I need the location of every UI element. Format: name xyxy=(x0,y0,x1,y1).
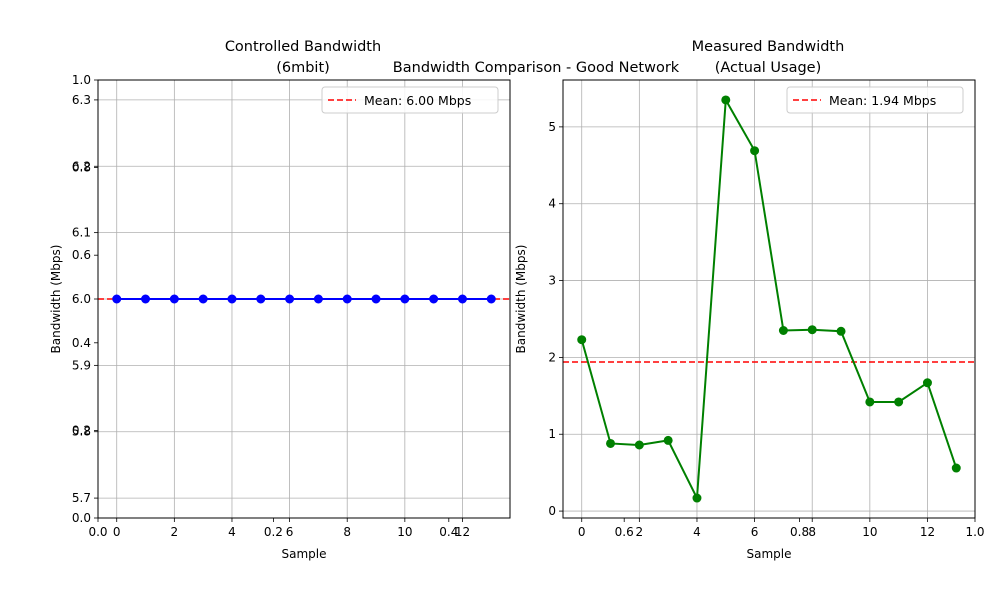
data-point xyxy=(198,294,208,304)
grid xyxy=(563,80,975,518)
overlay-y-tick-label: 0.2 xyxy=(72,423,91,437)
data-point xyxy=(894,397,904,407)
x-tick-label: 2 xyxy=(636,525,644,539)
data-point xyxy=(342,294,352,304)
data-point xyxy=(141,294,151,304)
y-tick-label: 1 xyxy=(548,427,556,441)
overlay-x-tick-label: 0.6 xyxy=(615,525,634,539)
y-tick-label: 6.2 xyxy=(72,159,91,173)
data-point xyxy=(922,378,932,388)
data-point xyxy=(692,493,702,503)
data-point xyxy=(457,294,467,304)
data-point xyxy=(285,294,295,304)
overlay-y-tick-label: 1.0 xyxy=(72,73,91,87)
legend-frame xyxy=(786,86,964,114)
data-point xyxy=(721,95,731,105)
x-tick-label: 2 xyxy=(171,525,179,539)
data-point xyxy=(865,397,875,407)
y-tick-label: 2 xyxy=(548,350,556,364)
x-axis-label: Sample xyxy=(282,547,327,561)
overlay-x-tick-label: 0.0 xyxy=(88,525,107,539)
axes-frame xyxy=(562,79,976,519)
x-tick-label: 4 xyxy=(693,525,701,539)
overlay-x-tick-label: 0.2 xyxy=(264,525,283,539)
overlay-x-tick-label: 1.0 xyxy=(965,525,984,539)
overlay-x-tick-label: 0.4 xyxy=(439,525,458,539)
chart-title-line: Measured Bandwidth xyxy=(692,39,845,55)
axes-frame xyxy=(97,79,511,519)
data-point xyxy=(112,294,122,304)
x-tick-label: 4 xyxy=(228,525,236,539)
data-point xyxy=(400,294,410,304)
overlay-y-tick-label: 0.6 xyxy=(72,248,91,262)
y-tick-label: 0 xyxy=(548,504,556,518)
legend: Mean: 6.00 Mbps xyxy=(321,86,499,114)
overlay-y-tick-label: 0.8 xyxy=(72,161,91,175)
data-point xyxy=(606,438,616,448)
data-point xyxy=(663,435,673,445)
overlay-y-tick-label: 0.0 xyxy=(72,511,91,525)
y-axis-label: Bandwidth (Mbps) xyxy=(514,245,528,354)
data-point xyxy=(227,294,237,304)
overlay-y-tick-label: 0.4 xyxy=(72,336,91,350)
x-axis-label: Sample xyxy=(747,547,792,561)
data-point xyxy=(750,146,760,156)
x-tick-label: 12 xyxy=(920,525,935,539)
data-point xyxy=(577,335,587,345)
data-point xyxy=(634,440,644,450)
x-tick-label: 10 xyxy=(397,525,412,539)
data-point xyxy=(836,326,846,336)
data-point xyxy=(256,294,266,304)
legend-frame xyxy=(321,86,499,114)
legend-label: Mean: 1.94 Mbps xyxy=(829,93,936,108)
legend: Mean: 1.94 Mbps xyxy=(786,86,964,114)
x-tick-label: 8 xyxy=(343,525,351,539)
figure-axes-overlay: 0.0 0.2 0.4 0.6 0.8 1.0 0.0 0.2 0.4 0.6 0.8 1.0 xyxy=(72,73,985,539)
chart-title-line: (Actual Usage) xyxy=(715,60,822,76)
x-tick-label: 0 xyxy=(578,525,586,539)
y-tick-label: 5.9 xyxy=(72,358,91,372)
x-tick-label: 10 xyxy=(862,525,877,539)
x-tick-label: 8 xyxy=(808,525,816,539)
y-tick-label: 3 xyxy=(548,274,556,288)
x-tick-label: 6 xyxy=(751,525,759,539)
y-tick-label: 5.8 xyxy=(72,425,91,439)
y-tick-label: 6.0 xyxy=(72,292,91,306)
y-tick-label: 5.7 xyxy=(72,491,91,505)
x-tick-label: 12 xyxy=(455,525,470,539)
series-line xyxy=(580,96,958,502)
data-point xyxy=(371,294,381,304)
chart-title-line: Controlled Bandwidth xyxy=(225,39,381,55)
y-tick-label: 5 xyxy=(548,120,556,134)
data-point xyxy=(951,463,961,473)
x-tick-label: 6 xyxy=(286,525,294,539)
data-point xyxy=(807,325,817,335)
data-point xyxy=(313,294,323,304)
y-tick-label: 6.3 xyxy=(72,93,91,107)
y-tick-label: 4 xyxy=(548,197,556,211)
data-point xyxy=(429,294,439,304)
legend-label: Mean: 6.00 Mbps xyxy=(364,93,471,108)
chart-controlled-bandwidth: 0 2 4 6 8 10 12 5.7 5.8 5.9 6.0 6.1 6.2 6.3 Sample Band… xyxy=(49,39,511,561)
y-tick-label: 6.1 xyxy=(72,226,91,240)
x-tick-label: 0 xyxy=(113,525,121,539)
data-point xyxy=(778,326,788,336)
y-axis-label: Bandwidth (Mbps) xyxy=(49,245,63,354)
overlay-x-tick-label: 0.8 xyxy=(790,525,809,539)
suptitle: Bandwidth Comparison - Good Network xyxy=(393,60,680,76)
data-point xyxy=(169,294,179,304)
chart-title-line: (6mbit) xyxy=(276,60,330,76)
data-point xyxy=(486,294,496,304)
